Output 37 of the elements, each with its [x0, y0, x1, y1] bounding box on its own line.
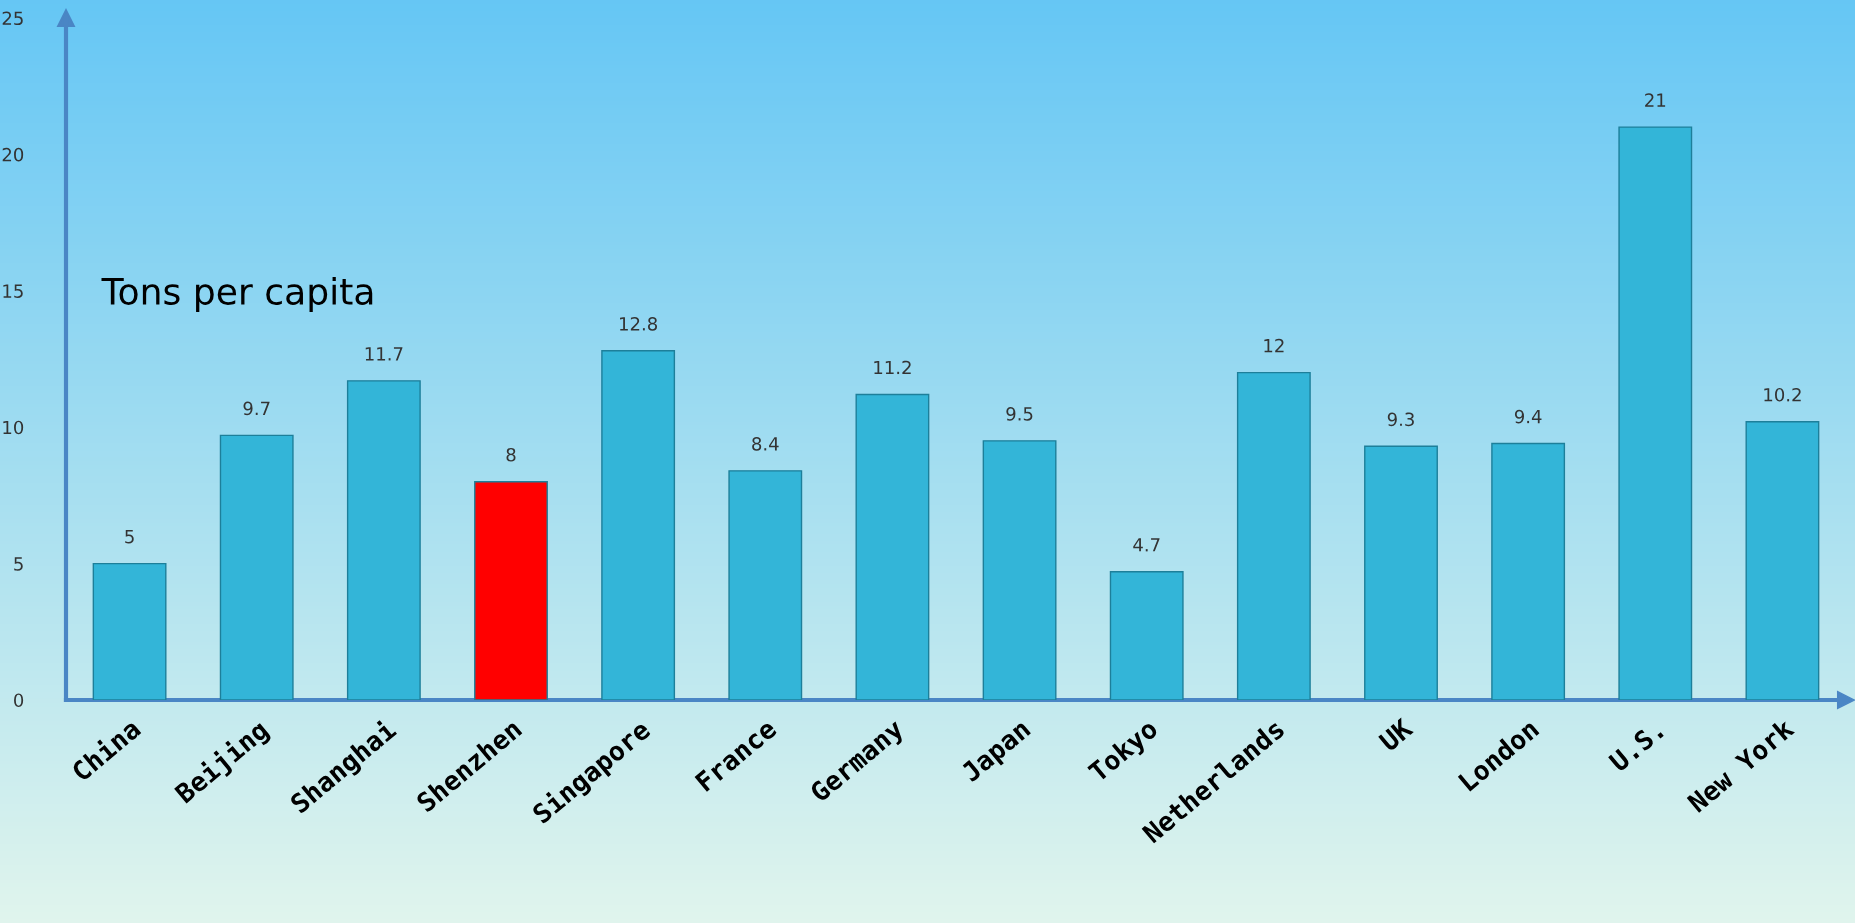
- bar: [1618, 126, 1693, 700]
- bar: [219, 434, 294, 700]
- bar: [855, 393, 930, 700]
- bar: [346, 380, 421, 700]
- y-tick-label: 20: [2, 147, 24, 162]
- data-label: 11.2: [874, 360, 911, 375]
- data-label: 4.7: [1133, 538, 1160, 552]
- bar: [1364, 445, 1438, 700]
- data-label: 11.7: [365, 347, 403, 361]
- x-tick-label: UK: [1378, 717, 1415, 752]
- bar: [1109, 571, 1184, 700]
- y-axis-title: Tons per capita: [101, 277, 373, 312]
- bar: [92, 562, 167, 700]
- bar: [474, 481, 548, 700]
- data-label: 5: [125, 530, 134, 544]
- data-label: 8.4: [752, 437, 779, 451]
- data-label: 12: [1264, 338, 1284, 353]
- data-label: 12.8: [620, 316, 658, 331]
- data-label: 21: [1645, 93, 1666, 107]
- y-tick-label: 10: [3, 420, 24, 435]
- y-tick-label: 25: [2, 11, 23, 26]
- bar: [1491, 442, 1566, 700]
- data-label: 9.3: [1387, 412, 1414, 427]
- x-tick-label: U.S.: [1607, 720, 1664, 773]
- bar: [601, 350, 676, 700]
- bar: [982, 440, 1057, 700]
- bar: [728, 470, 803, 700]
- data-label: 10.2: [1764, 387, 1801, 402]
- bar: [1236, 371, 1311, 700]
- bar: [1745, 421, 1820, 700]
- y-tick-label: 5: [14, 557, 23, 571]
- y-tick-label: 15: [3, 284, 23, 298]
- data-label: 8: [506, 447, 516, 462]
- data-label: 9.5: [1006, 407, 1033, 421]
- y-tick-label: 0: [14, 693, 24, 708]
- data-label: 9.4: [1514, 409, 1542, 424]
- data-label: 9.7: [243, 401, 270, 416]
